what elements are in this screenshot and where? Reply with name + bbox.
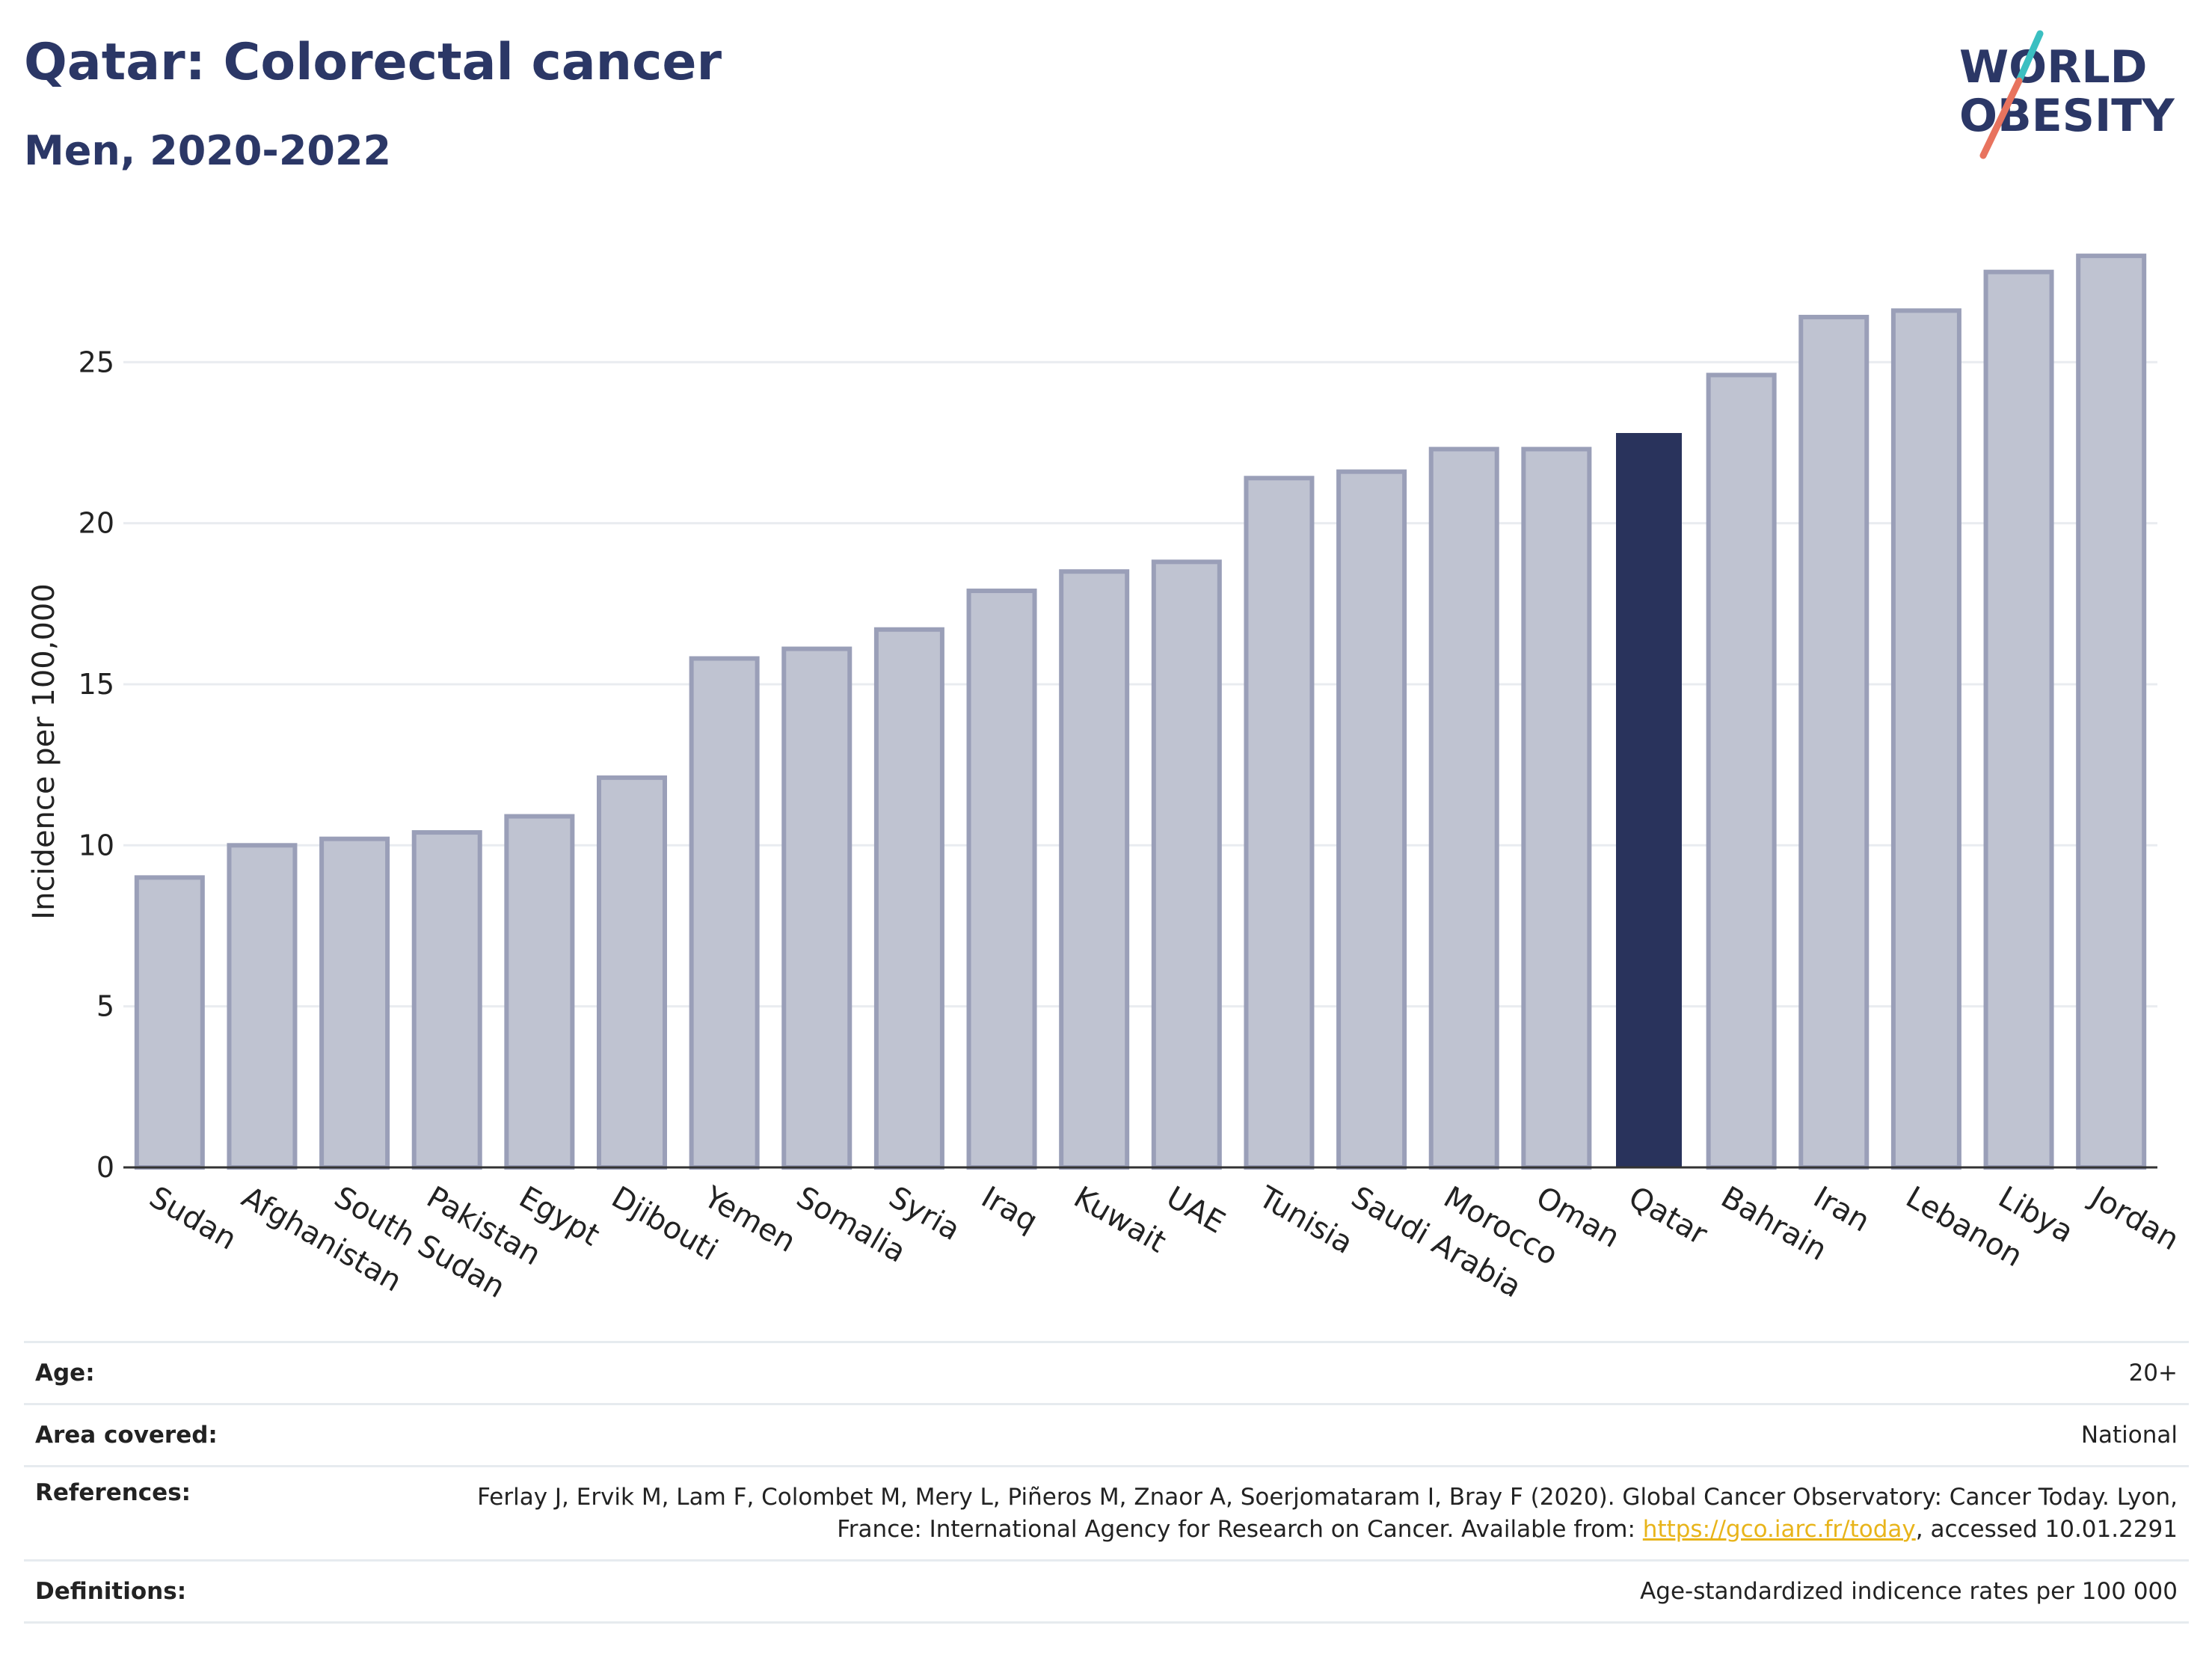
y-tick-label: 15 [79, 668, 114, 701]
bar-yemen [689, 656, 760, 1170]
info-row-area: Area covered: National [24, 1403, 2189, 1465]
info-row-references: References: Ferlay J, Ervik M, Lam F, Co… [24, 1465, 2189, 1559]
bar-south-sudan [319, 836, 390, 1170]
y-tick-label: 10 [79, 829, 114, 862]
bar-oman [1521, 446, 1592, 1170]
info-row-age: Age: 20+ [24, 1341, 2189, 1403]
logo-line1: WORLD [1959, 41, 2147, 93]
bar-morocco [1428, 446, 1499, 1170]
bar-saudi-arabia [1336, 469, 1407, 1170]
bar-djibouti [597, 775, 667, 1170]
references-tail: , accessed 10.01.2291 [1915, 1515, 2178, 1543]
bar-syria [873, 627, 944, 1170]
age-value: 20+ [2128, 1359, 2178, 1387]
bar-sudan [134, 875, 205, 1170]
bar-somalia [781, 646, 852, 1170]
info-table: Age: 20+ Area covered: National Referenc… [24, 1341, 2189, 1624]
x-tick-label: Iraq [976, 1180, 1044, 1239]
bar-qatar [1616, 433, 1682, 1167]
bar-libya [1983, 269, 2054, 1170]
bar-kuwait [1059, 569, 1130, 1170]
x-tick-label: Kuwait [1068, 1180, 1172, 1260]
info-bottom-border [24, 1621, 2189, 1624]
age-label: Age: [35, 1360, 95, 1387]
bar-bahrain [1706, 372, 1777, 1170]
x-tick-label: UAE [1161, 1180, 1231, 1241]
definitions-value: Age-standardized indicence rates per 100… [1640, 1577, 2178, 1605]
references-label: References: [35, 1479, 191, 1506]
page-subtitle: Men, 2020-2022 [24, 127, 392, 174]
definitions-label: Definitions: [35, 1578, 187, 1605]
bar-afghanistan [227, 843, 298, 1170]
x-tick-label: Jordan [2083, 1179, 2185, 1257]
bar-uae [1151, 559, 1222, 1170]
bar-jordan [2076, 254, 2147, 1170]
bar-lebanon [1890, 308, 1961, 1170]
references-value: Ferlay J, Ervik M, Lam F, Colombet M, Me… [443, 1481, 2178, 1546]
y-tick-label: 5 [96, 990, 114, 1023]
bar-pakistan [411, 830, 482, 1170]
x-tick-label: Sudan [144, 1180, 242, 1257]
bar-tunisia [1244, 476, 1315, 1170]
info-row-definitions: Definitions: Age-standardized indicence … [24, 1559, 2189, 1621]
x-tick-label: Qatar [1623, 1180, 1713, 1252]
y-tick-label: 25 [79, 346, 114, 378]
bar-iran [1798, 314, 1870, 1170]
y-tick-label: 20 [79, 507, 114, 540]
area-value: National [2080, 1421, 2178, 1449]
y-axis-label: Incidence per 100,000 [27, 583, 61, 919]
area-label: Area covered: [35, 1422, 218, 1449]
bar-iraq [966, 589, 1037, 1170]
x-tick-label: Djibouti [606, 1180, 723, 1268]
x-tick-label: Tunisia [1253, 1179, 1359, 1261]
y-tick-label: 0 [96, 1151, 114, 1184]
page-title: Qatar: Colorectal cancer [24, 33, 722, 92]
references-link[interactable]: https://gco.iarc.fr/today [1642, 1515, 1916, 1543]
world-obesity-logo: WORLD OBESITY [1959, 30, 2175, 159]
x-tick-label: Bahrain [1715, 1180, 1833, 1268]
bar-egypt [504, 814, 575, 1170]
references-text: Ferlay J, Ervik M, Lam F, Colombet M, Me… [477, 1483, 2178, 1543]
